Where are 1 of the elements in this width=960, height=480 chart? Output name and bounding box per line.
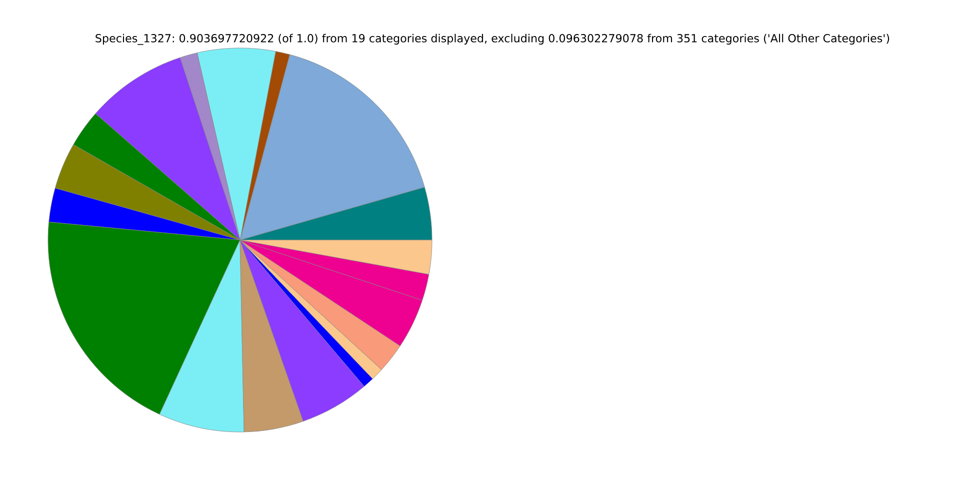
text: Species_1327: 0.903697720922 (of 1.0) from 19 categories displayed, excluding 0.096302279078 from 351 categories ('All Other Categories') bbox=[96, 34, 890, 45]
